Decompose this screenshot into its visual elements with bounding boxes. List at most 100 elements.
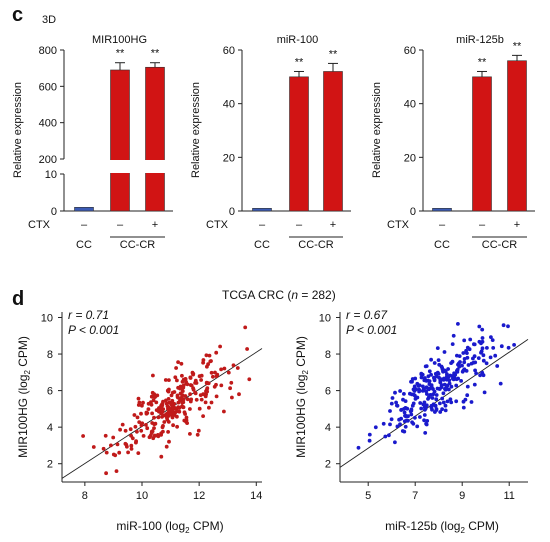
scatter-0-point [154,408,159,412]
scatter-1-point [405,406,410,411]
scatter-1-point [461,405,466,410]
scatter-0-point [174,409,179,414]
scatter-1-point [468,337,473,342]
barchart-1-significance: ** [295,56,304,68]
scatter-0-point [228,386,233,391]
scatter-0-point [188,432,192,436]
scatter-0-point [197,406,202,411]
scatter-0-point [219,367,224,372]
scatter-0-point [188,399,193,404]
scatter-1-point [446,367,450,371]
scatter-1-point [434,407,439,411]
barchart-2-bar [507,60,527,212]
scatter-1-point [429,357,433,362]
scatter-1-point [454,383,459,388]
scatter-0-point [144,423,148,427]
scatter-1-point [462,357,467,361]
barchart-0-break-gap [108,160,167,173]
scatter-0-point [159,454,164,459]
scatter-1-point [480,346,485,351]
scatter-0-point [188,407,192,411]
scatter-1-point [413,415,417,420]
scatter-0-point [162,420,167,424]
barchart-2-title: miR-125b [456,34,504,46]
scatter-0-point [182,418,187,423]
scatter-0-point [167,378,171,382]
scatter-1-point [463,397,468,402]
scatter-0-point [195,432,200,437]
barchart-0-ctx-value: – [117,219,124,231]
scatter-1-point [473,368,477,373]
scatter-0-point [214,374,219,379]
scatter-1-ytick-label: 2 [325,459,331,471]
scatter-0-point [182,410,187,415]
scatter-1-point [469,400,474,404]
scatter-1-point [488,355,493,360]
barchart-2-group-cr: CC-CR [482,239,517,251]
scatter-1-point [393,390,397,395]
scatter-0-point [211,374,215,379]
scatter-0-xlabel: miR-100 (log2 CPM) [116,519,223,535]
scatter-1-point [436,372,441,376]
scatter-1-point [409,408,414,413]
scatter-0-point [185,421,190,425]
scatter-1-point [456,322,460,326]
scatter-1-point [460,369,465,374]
barchart-1-ctx-value: – [259,219,266,231]
scatter-1-point [443,403,448,408]
scatter-1-xtick-label: 9 [459,490,465,502]
scatter-1-point [441,391,446,396]
scatter-1-point [416,384,421,388]
scatter-1-xtick-label: 5 [365,490,371,502]
scatter-0-point [165,388,170,393]
scatter-0-point [133,424,138,429]
scatter-1-point [403,413,407,418]
scatter-0-point [206,381,211,386]
barchart-2-ctx-value: – [439,219,446,231]
barchart-0-bar [110,69,130,212]
scatter-0-ytick-label: 8 [47,349,53,361]
scatter-1-point [501,323,506,328]
scatter-1-point [433,371,438,376]
scatter-1-point [426,387,431,392]
scatter-0-point [230,395,234,400]
barchart-2-ytick-label: 40 [404,99,416,111]
scatter-1-point [452,371,456,376]
scatter-1-point [417,389,421,394]
barchart-0-significance: ** [116,48,125,60]
scatter-0-point [146,401,151,406]
scatter-0-point [189,383,194,388]
barchart-1-ctx-value: + [330,219,336,231]
panel-d-letter: d [12,288,25,310]
barchart-0-significance: ** [151,48,160,60]
scatter-0-point [229,380,234,385]
scatter-1-point [498,381,503,386]
scatter-1-point [389,417,394,422]
scatter-1-point [403,424,408,429]
scatter-0-ytick-label: 10 [41,312,53,324]
scatter-0-p-value: P < 0.001 [68,323,119,337]
scatter-1-point [476,356,481,360]
scatter-0-point [165,404,170,409]
scatter-1-point [410,420,414,425]
scatter-1-point [485,346,489,350]
barchart-1-title: miR-100 [277,34,319,46]
scatter-0-point [226,370,231,375]
scatter-0-point [245,347,250,351]
scatter-0-point [172,390,177,394]
scatter-1-point [499,344,504,349]
scatter-0-xtick-label: 8 [82,490,88,502]
scatter-0-point [184,415,189,420]
scatter-1-point [477,324,482,329]
barchart-0-bar [145,66,165,212]
scatter-1-point [445,372,449,377]
scatter-0-point [179,386,184,391]
scatter-0-point [115,442,120,447]
barchart-2-ytick-label: 60 [404,45,416,57]
scatter-1-point [395,424,400,429]
scatter-1-point [462,360,467,365]
scatter-1-point [447,387,451,392]
scatter-1-point [489,335,493,339]
barchart-2-ctx-label: CTX [387,219,410,231]
scatter-0-point [205,364,209,369]
